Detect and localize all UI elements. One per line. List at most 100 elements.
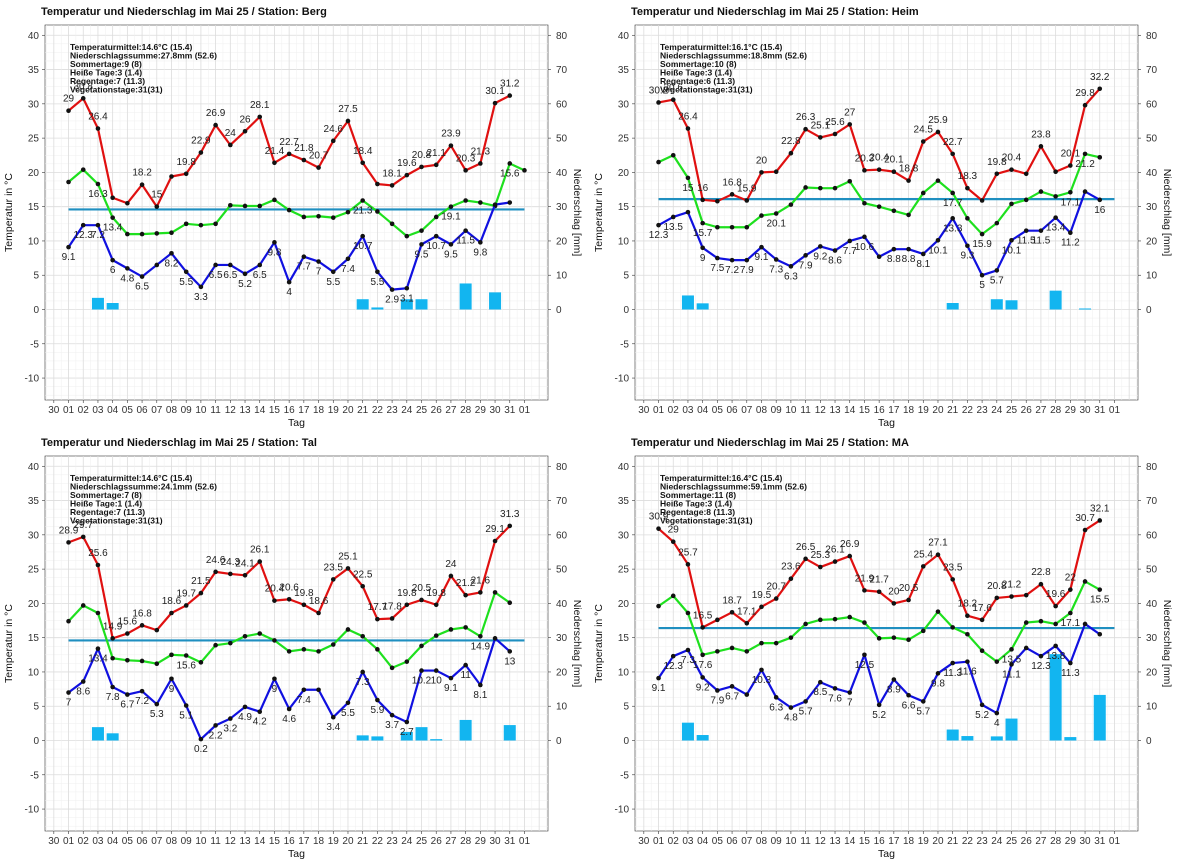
x-tick-label: 07 xyxy=(151,405,163,416)
data-label: 7.9 xyxy=(799,260,813,271)
axis-ticks: 4035302520151050-5-108070605040302010030… xyxy=(25,462,568,847)
data-label: 20.5 xyxy=(412,583,432,594)
data-label: 9.5 xyxy=(415,249,429,260)
y-tick-label: 20 xyxy=(618,599,630,610)
point-mean xyxy=(906,637,911,643)
data-label: 21.7 xyxy=(869,575,889,586)
y-axis-label: Temperatur in °C xyxy=(593,173,605,252)
data-label: 7.9 xyxy=(740,265,754,276)
data-label: 5.2 xyxy=(975,710,989,721)
stat-line: Sommertage:11 (8) xyxy=(660,490,736,500)
x-tick-label: 23 xyxy=(387,836,399,847)
point-max xyxy=(1053,169,1058,175)
point-max xyxy=(891,601,897,606)
data-label: 24.6 xyxy=(324,124,344,135)
point-max xyxy=(744,620,750,626)
point-mean xyxy=(463,625,468,630)
data-label: 18.2 xyxy=(132,168,152,179)
x-tick-label: 01 xyxy=(1109,405,1121,416)
precip-bar xyxy=(459,719,472,741)
point-mean xyxy=(891,208,897,214)
y-tick-label: 35 xyxy=(618,65,630,76)
y-tick-label: 10 xyxy=(28,667,40,678)
data-label: 8.5 xyxy=(813,687,827,698)
point-min xyxy=(419,242,424,247)
axis-ticks: 4035302520151050-5-108070605040302010030… xyxy=(25,31,568,416)
data-label: 23.8 xyxy=(1031,129,1051,140)
data-label: 3.7 xyxy=(385,720,399,731)
precip-bars xyxy=(681,290,1092,310)
x-tick-label: 30 xyxy=(1079,405,1091,416)
x-tick-label: 14 xyxy=(254,405,266,416)
y-tick-label: 15 xyxy=(28,202,40,213)
y-tick-label: 15 xyxy=(618,202,630,213)
y2-tick-label: 10 xyxy=(556,271,568,282)
point-mean xyxy=(1082,579,1088,584)
stat-line: Vegetationstage:31(31) xyxy=(70,85,163,95)
data-label: 19.8 xyxy=(294,588,314,599)
x-tick-label: 06 xyxy=(727,405,739,416)
y2-tick-label: 50 xyxy=(556,565,568,576)
data-label: 20.1 xyxy=(884,155,904,166)
data-label: 19.7 xyxy=(176,588,196,599)
point-min xyxy=(139,274,145,279)
point-mean xyxy=(183,221,189,227)
point-mean xyxy=(994,220,1000,226)
y-tick-label: 0 xyxy=(33,736,39,747)
data-label: 8.9 xyxy=(887,684,901,695)
point-mean xyxy=(198,660,204,665)
data-label: 19.5 xyxy=(752,590,772,601)
point-mean xyxy=(272,197,277,203)
data-label: 7.2 xyxy=(725,265,739,276)
precip-bar xyxy=(356,735,369,741)
data-label: 20.1 xyxy=(766,219,786,230)
point-min xyxy=(920,251,926,257)
point-max xyxy=(360,583,365,589)
y-tick-label: 15 xyxy=(618,633,630,644)
point-min xyxy=(110,684,115,690)
point-mean xyxy=(832,185,838,191)
point-min xyxy=(994,268,1000,273)
series-max xyxy=(656,86,1103,204)
point-max xyxy=(463,592,468,598)
point-min xyxy=(935,237,941,243)
point-mean xyxy=(360,198,365,203)
y-tick-label: 40 xyxy=(28,31,40,42)
point-mean xyxy=(198,222,204,228)
point-max xyxy=(1038,581,1044,587)
x-tick-label: 18 xyxy=(313,405,325,416)
point-max xyxy=(1023,171,1029,177)
point-max xyxy=(125,631,130,636)
point-max xyxy=(213,122,218,128)
point-mean xyxy=(507,161,513,166)
point-mean xyxy=(1023,197,1029,203)
data-label: 7.3 xyxy=(681,655,695,666)
point-max xyxy=(847,553,853,559)
data-label: 16.5 xyxy=(693,610,713,621)
x-tick-label: 26 xyxy=(431,405,443,416)
point-min xyxy=(979,702,985,708)
point-max xyxy=(463,168,468,173)
point-max xyxy=(301,602,307,608)
point-mean xyxy=(492,590,498,595)
point-min xyxy=(656,675,661,681)
data-label: 17.6 xyxy=(972,603,992,614)
data-label: 30.9 xyxy=(649,512,669,523)
y2-tick-label: 50 xyxy=(1146,565,1158,576)
point-min xyxy=(656,222,661,228)
data-label: 2.7 xyxy=(400,727,414,738)
point-max xyxy=(935,552,941,558)
point-mean xyxy=(744,649,750,654)
y2-tick-label: 20 xyxy=(556,236,568,247)
data-label: 5.7 xyxy=(990,275,1004,286)
point-min xyxy=(1023,645,1029,651)
point-max xyxy=(965,185,970,191)
point-max xyxy=(125,200,130,206)
stat-line: Sommertage:9 (8) xyxy=(70,59,142,69)
stat-line: Regentage:7 (11.3) xyxy=(70,507,145,517)
point-max xyxy=(759,170,764,175)
data-label: 13.4 xyxy=(1046,223,1066,234)
point-min xyxy=(773,695,779,700)
point-max xyxy=(729,192,735,197)
data-label: 9 xyxy=(272,684,278,695)
